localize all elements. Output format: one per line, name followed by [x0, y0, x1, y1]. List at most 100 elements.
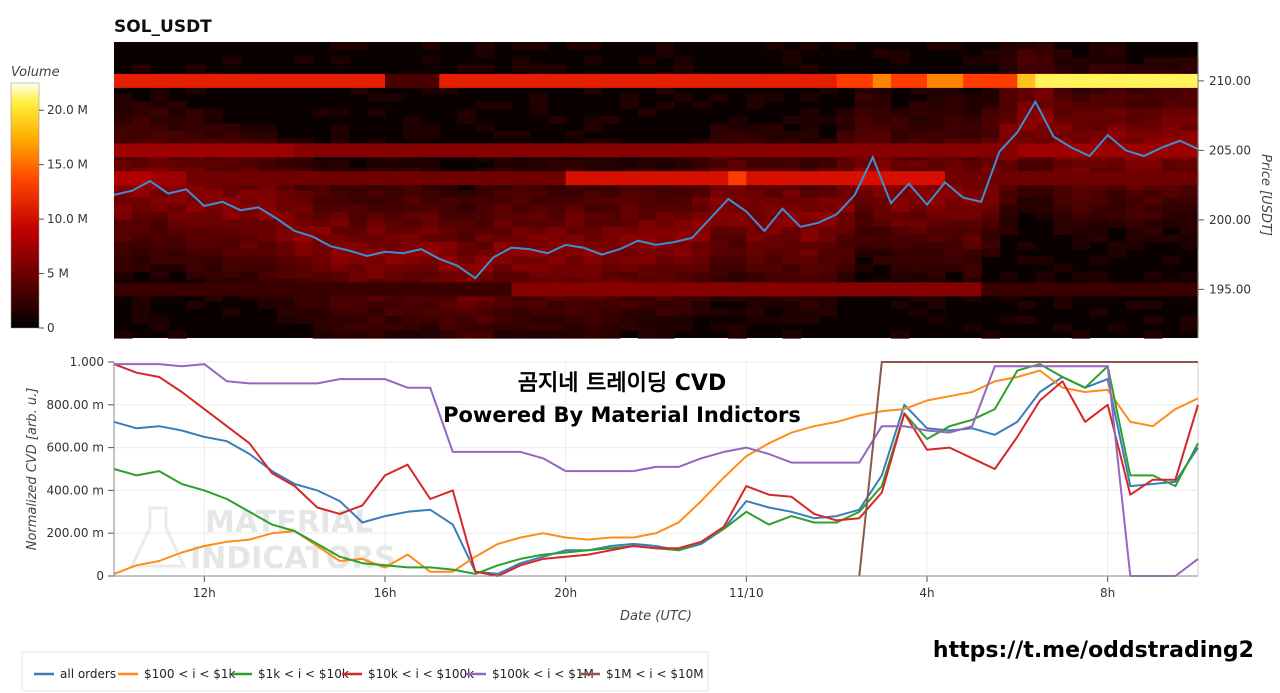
heatmap-level-cell	[132, 171, 151, 186]
heatmap-level-cell	[1089, 282, 1109, 297]
heatmap-level-cell	[132, 73, 151, 88]
heatmap-level-cell	[782, 282, 802, 297]
colorbar	[10, 82, 40, 329]
heatmap-level-cell	[204, 143, 223, 158]
heatmap-y-tick-label: 200.00	[1209, 213, 1251, 227]
heatmap-level-cell	[385, 171, 404, 186]
heatmap-level-cell	[1179, 73, 1199, 88]
heatmap-level-cell	[1143, 171, 1163, 186]
heatmap-level-cell	[800, 282, 820, 297]
heatmap-level-cell	[583, 171, 603, 186]
cvd-series-line	[113, 363, 1199, 577]
heatmap-level-cell	[981, 73, 1000, 88]
heatmap-level-cell	[836, 73, 856, 88]
heatmap-level-cell	[656, 73, 675, 88]
heatmap-level-cell	[710, 73, 729, 88]
heatmap-level-cell	[800, 73, 820, 88]
heatmap-y-tick-label: 205.00	[1209, 143, 1251, 157]
heatmap-level-cell	[186, 143, 205, 158]
heatmap-level-cell	[150, 282, 169, 297]
heatmap-level-cell	[782, 143, 802, 158]
heatmap-level-cell	[421, 143, 440, 158]
heatmap-y-tick-label: 210.00	[1209, 74, 1251, 88]
heatmap-level-cell	[258, 143, 278, 158]
heatmap-level-cell	[511, 171, 531, 186]
heatmap-level-cell	[674, 73, 693, 88]
heatmap-level-cell	[908, 171, 928, 186]
legend: all orders $100 < i < $1k $1k < i < $10k $1…	[21, 651, 709, 692]
heatmap-level-cell	[439, 171, 458, 186]
cvd-x-axis: 12h 16h 20h 11/10 4h 8h	[114, 575, 1198, 600]
heatmap-level-cell	[601, 143, 621, 158]
heatmap-level-cell	[999, 282, 1018, 297]
heatmap-level-cell	[818, 282, 838, 297]
heatmap-level-cell	[908, 73, 928, 88]
colorbar-tick-label: 0	[47, 321, 55, 335]
heatmap-level-cell	[782, 171, 802, 186]
legend-item-label: $100 < i < $1k	[144, 667, 236, 681]
heatmap-level-cell	[945, 73, 964, 88]
flask-icon	[129, 506, 187, 568]
heatmap-level-cell	[294, 73, 314, 88]
heatmap-level-cell	[674, 143, 693, 158]
heatmap-level-cell	[312, 73, 332, 88]
heatmap-level-cell	[927, 143, 946, 158]
heatmap-level-cell	[836, 171, 856, 186]
heatmap-level-cell	[1017, 282, 1036, 297]
heatmap-level-cell	[258, 73, 278, 88]
heatmap-level-cell	[330, 282, 350, 297]
heatmap-level-cell	[890, 282, 910, 297]
cvd-y-tick-label: 600.00 m	[47, 441, 105, 455]
heatmap-level-cell	[1035, 171, 1055, 186]
heatmap-level-cell	[348, 143, 368, 158]
heatmap-level-cell	[1071, 282, 1091, 297]
heatmap-level-cell	[764, 143, 784, 158]
heatmap-level-cell	[312, 282, 332, 297]
legend-item-label: $1M < i < $10M	[606, 667, 704, 681]
heatmap-y-tick-label: 195.00	[1209, 282, 1251, 296]
heatmap-level-cell	[872, 282, 892, 297]
heatmap-level-cell	[493, 73, 513, 88]
heatmap-level-cell	[186, 171, 205, 186]
heatmap-level-cell	[583, 73, 603, 88]
heatmap-level-cell	[1125, 282, 1145, 297]
heatmap-level-cell	[746, 73, 765, 88]
heatmap-level-cell	[674, 282, 693, 297]
heatmap-level-cell	[782, 73, 802, 88]
heatmap-level-cell	[764, 171, 784, 186]
colorbar-tick-label: 20.0 M	[47, 103, 88, 117]
heatmap-level-cell	[348, 171, 368, 186]
heatmap-level-cell	[475, 282, 494, 297]
heatmap-level-cell	[330, 73, 350, 88]
heatmap-level-cell	[854, 171, 874, 186]
heatmap-level-cell	[1125, 73, 1145, 88]
cvd-y-label: Normalized CVD [arb. u.]	[25, 388, 40, 551]
heatmap-level-cell	[312, 143, 332, 158]
heatmap-level-cell	[1161, 282, 1181, 297]
heatmap-level-cell	[421, 73, 440, 88]
heatmap-y-axis: 195.00 200.00 205.00 210.00	[1197, 42, 1251, 338]
footer-url[interactable]: https://t.me/oddstrading2	[933, 638, 1254, 663]
heatmap-level-cell	[204, 282, 223, 297]
heatmap-level-cell	[890, 73, 910, 88]
heatmap-level-cell	[1143, 282, 1163, 297]
heatmap-level-cell	[204, 171, 223, 186]
heatmap-level-cell	[168, 282, 187, 297]
cvd-x-tick-label: 12h	[193, 586, 216, 600]
heatmap-level-cell	[637, 282, 657, 297]
heatmap-level-cell	[493, 282, 513, 297]
heatmap-level-cell	[963, 171, 982, 186]
heatmap-level-cell	[529, 143, 549, 158]
heatmap-level-cell	[945, 143, 964, 158]
heatmap-level-cell	[692, 282, 711, 297]
heatmap-level-cell	[222, 73, 242, 88]
cvd-x-tick-label: 8h	[1100, 586, 1115, 600]
cvd-y-tick-label: 200.00 m	[47, 526, 105, 540]
heatmap-level-cell	[385, 282, 404, 297]
heatmap-level-cell	[674, 171, 693, 186]
heatmap-level-cell	[710, 171, 729, 186]
heatmap-level-cell	[294, 143, 314, 158]
heatmap-level-cell	[366, 143, 386, 158]
heatmap-level-cell	[439, 143, 458, 158]
